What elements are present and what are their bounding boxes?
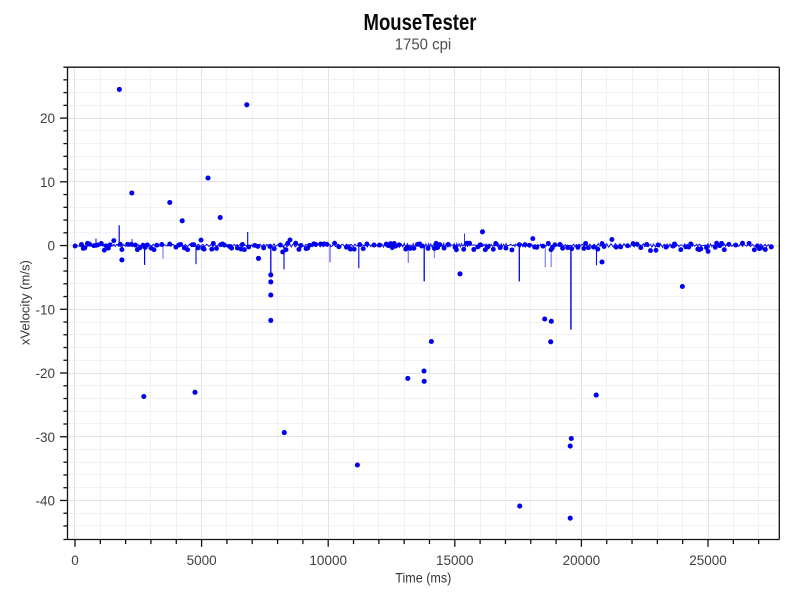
- svg-text:1750 cpi: 1750 cpi: [395, 37, 452, 54]
- svg-text:5000: 5000: [187, 553, 217, 568]
- svg-text:MouseTester: MouseTester: [364, 9, 477, 35]
- svg-text:25000: 25000: [689, 553, 727, 568]
- svg-text:-10: -10: [35, 302, 55, 317]
- svg-text:0: 0: [71, 553, 79, 568]
- svg-text:-40: -40: [35, 494, 55, 509]
- svg-text:xVelocity (m/s): xVelocity (m/s): [18, 260, 33, 345]
- svg-text:20000: 20000: [563, 553, 601, 568]
- svg-text:-30: -30: [35, 430, 55, 445]
- svg-text:15000: 15000: [436, 553, 474, 568]
- svg-text:0: 0: [47, 239, 55, 254]
- svg-text:10: 10: [40, 175, 55, 190]
- svg-text:Time (ms): Time (ms): [395, 570, 451, 586]
- svg-text:20: 20: [40, 111, 55, 126]
- svg-text:-20: -20: [35, 366, 55, 381]
- svg-text:10000: 10000: [309, 553, 347, 568]
